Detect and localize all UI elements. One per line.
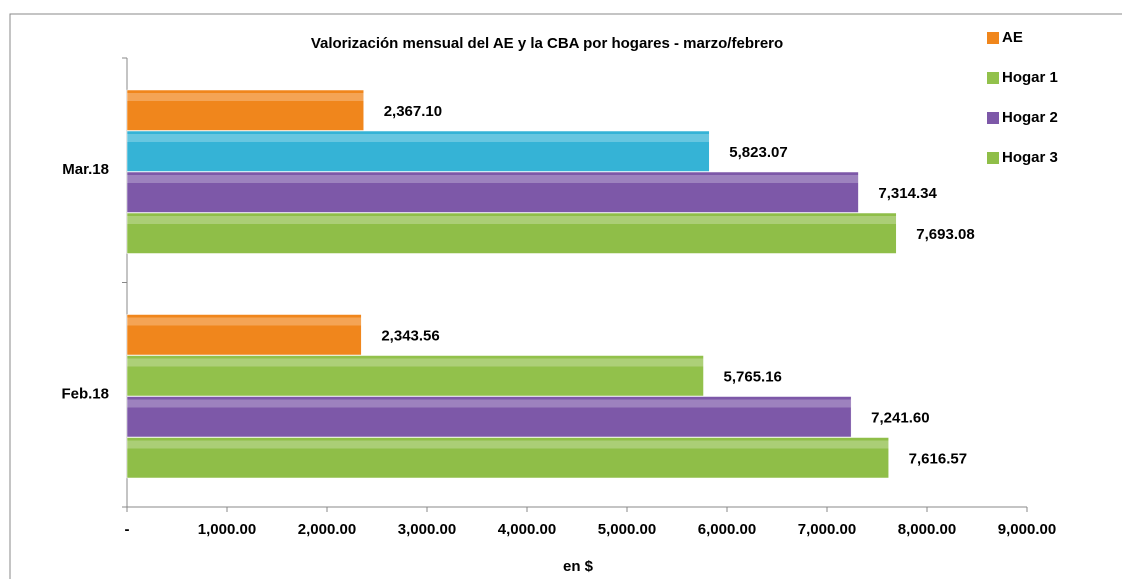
- bar: [126, 355, 704, 397]
- bar: [126, 437, 889, 479]
- y-tick-label: Feb.18: [61, 386, 109, 403]
- bar-highlight: [127, 440, 889, 449]
- bar: [126, 171, 859, 213]
- x-tick-label: 7,000.00: [798, 521, 856, 538]
- data-label: 7,693.08: [916, 226, 974, 243]
- bar: [126, 212, 897, 254]
- bar-highlight: [127, 134, 710, 142]
- legend-swatch: [987, 112, 999, 124]
- bar-highlight: [127, 358, 704, 367]
- legend-label: Hogar 2: [1002, 109, 1058, 126]
- bar-highlight: [127, 175, 859, 183]
- bar: [126, 396, 852, 438]
- data-label: 5,765.16: [724, 369, 782, 386]
- bar-highlight: [127, 216, 897, 224]
- x-tick-label: 4,000.00: [498, 521, 556, 538]
- x-tick-label: 2,000.00: [298, 521, 356, 538]
- x-tick-label: 3,000.00: [398, 521, 456, 538]
- data-label: 7,314.34: [878, 185, 937, 202]
- legend-swatch: [987, 72, 999, 84]
- x-axis-title: en $: [563, 558, 594, 575]
- bar: [126, 89, 364, 131]
- x-tick-label: 6,000.00: [698, 521, 756, 538]
- bar-highlight: [127, 399, 852, 408]
- data-label: 7,241.60: [871, 410, 929, 427]
- legend-label: AE: [1002, 29, 1023, 46]
- x-tick-label: 9,000.00: [998, 521, 1056, 538]
- data-label: 5,823.07: [729, 144, 787, 161]
- x-tick-label: 8,000.00: [898, 521, 956, 538]
- data-label: 2,343.56: [381, 328, 439, 345]
- legend-label: Hogar 1: [1002, 69, 1058, 86]
- x-tick-label: 1,000.00: [198, 521, 256, 538]
- x-tick-label: 5,000.00: [598, 521, 656, 538]
- x-tick-label: -: [125, 521, 130, 538]
- bar-highlight: [127, 317, 362, 326]
- bar-highlight: [127, 93, 364, 101]
- bar: [126, 130, 710, 172]
- legend-swatch: [987, 152, 999, 164]
- chart-title: Valorización mensual del AE y la CBA por…: [311, 35, 783, 52]
- data-label: 7,616.57: [909, 451, 967, 468]
- bar: [126, 314, 362, 356]
- legend-swatch: [987, 32, 999, 44]
- legend-label: Hogar 3: [1002, 149, 1058, 166]
- data-label: 2,367.10: [384, 103, 442, 120]
- y-tick-label: Mar.18: [62, 161, 109, 178]
